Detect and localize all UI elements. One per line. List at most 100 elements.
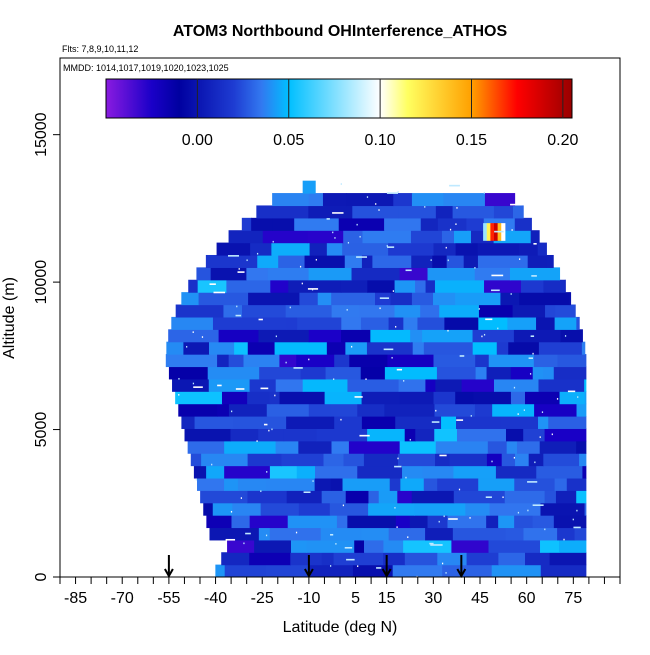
heatmap-streak	[405, 476, 407, 479]
heatmap-cell	[574, 527, 587, 541]
heatmap-cell	[362, 230, 412, 244]
heatmap-streak	[209, 283, 216, 285]
heatmap-cell	[309, 242, 328, 256]
heatmap-cell	[392, 564, 443, 577]
heatmap-streak	[392, 290, 395, 292]
heatmap-cell	[477, 242, 520, 256]
x-tick-label: 75	[564, 590, 582, 607]
heatmap-streak	[395, 325, 397, 328]
x-axis-label: Latitude (deg N)	[283, 619, 398, 636]
heatmap-cell	[299, 292, 319, 306]
heatmap-cell	[538, 415, 549, 429]
heatmap-streak	[544, 528, 546, 531]
heatmap-cell	[251, 217, 273, 231]
heatmap-cell	[349, 354, 389, 368]
heatmap-cell	[232, 502, 262, 516]
heatmap-cell	[331, 440, 350, 454]
heatmap-cell	[210, 267, 247, 281]
heatmap-cell	[399, 267, 429, 281]
heatmap-cell	[336, 515, 348, 529]
heatmap-streak	[299, 265, 302, 268]
heatmap-cell	[183, 341, 210, 355]
heatmap-cell	[425, 378, 436, 392]
heatmap-cell	[516, 440, 541, 454]
heatmap-cell	[228, 354, 245, 368]
heatmap-cell	[486, 453, 503, 467]
heatmap-cell	[267, 267, 310, 281]
heatmap-cell	[507, 316, 537, 330]
heatmap-cell	[501, 453, 516, 467]
heatmap-cell	[237, 477, 267, 491]
heatmap-cell	[340, 279, 368, 293]
heatmap-streak	[330, 565, 332, 567]
heatmap-cell	[399, 440, 437, 454]
heatmap-cell	[400, 477, 425, 491]
heatmap-cell	[422, 465, 455, 479]
heatmap-cell	[473, 391, 512, 405]
heatmap-cell	[527, 254, 547, 268]
heatmap-streak	[308, 358, 310, 361]
heatmap-streak	[332, 212, 344, 214]
heatmap-streak	[407, 536, 409, 538]
heatmap-cell	[420, 304, 440, 318]
heatmap-streak	[326, 218, 330, 220]
heatmap-streak	[328, 187, 331, 190]
heatmap-streak	[396, 368, 403, 371]
heatmap-streak	[274, 394, 276, 397]
heatmap-cell	[513, 205, 524, 219]
heatmap-cell	[576, 440, 587, 454]
heatmap-cell	[258, 527, 271, 541]
heatmap-cell	[579, 453, 587, 467]
heatmap-cell	[257, 254, 279, 268]
heatmap-cell	[193, 465, 207, 479]
heatmap-cell	[287, 515, 338, 529]
heatmap-streak	[497, 327, 499, 330]
heatmap-cell	[212, 316, 258, 330]
heatmap-cell	[456, 428, 507, 442]
heatmap-streak	[533, 243, 537, 245]
heatmap-cell	[181, 292, 200, 306]
heatmap-streak	[303, 491, 311, 494]
heatmap-cell	[290, 552, 323, 566]
heatmap-cell	[534, 403, 578, 417]
heatmap-cell	[388, 316, 404, 330]
heatmap-cell	[321, 552, 335, 566]
heatmap-cell	[415, 279, 427, 293]
heatmap-field	[165, 180, 587, 577]
heatmap-cell	[279, 354, 297, 368]
heatmap-cell	[257, 316, 288, 330]
heatmap-streak	[383, 348, 394, 351]
heatmap-cell	[498, 515, 515, 529]
heatmap-cell	[415, 428, 435, 442]
heatmap-cell	[357, 465, 403, 479]
heatmap-cell	[553, 515, 587, 529]
heatmap-streak	[517, 511, 520, 514]
heatmap-cell	[486, 366, 512, 380]
heatmap-cell	[435, 440, 489, 454]
heatmap-cell	[411, 193, 445, 207]
heatmap-cell	[394, 279, 416, 293]
heatmap-cell	[266, 403, 310, 417]
heatmap-cell	[247, 391, 271, 405]
heatmap-cell	[206, 465, 225, 479]
heatmap-cell	[436, 366, 477, 380]
heatmap-cell	[443, 193, 486, 207]
heatmap-cell	[500, 292, 520, 306]
heatmap-cell	[505, 527, 525, 541]
heatmap-cell	[208, 378, 251, 392]
x-tick-label: 15	[378, 590, 396, 607]
heatmap-cell	[333, 552, 384, 566]
heatmap-cell	[488, 354, 535, 368]
heatmap-cell	[300, 366, 327, 380]
heatmap-cell	[510, 391, 526, 405]
heatmap-cell	[584, 391, 587, 405]
heatmap-cell	[442, 564, 493, 577]
heatmap-cell	[524, 391, 561, 405]
heatmap-streak	[186, 345, 188, 348]
heatmap-cell	[420, 217, 439, 231]
heatmap-cell	[463, 254, 479, 268]
heatmap-streak	[195, 478, 198, 481]
heatmap-streak	[529, 373, 532, 375]
heatmap-cell	[433, 292, 456, 306]
